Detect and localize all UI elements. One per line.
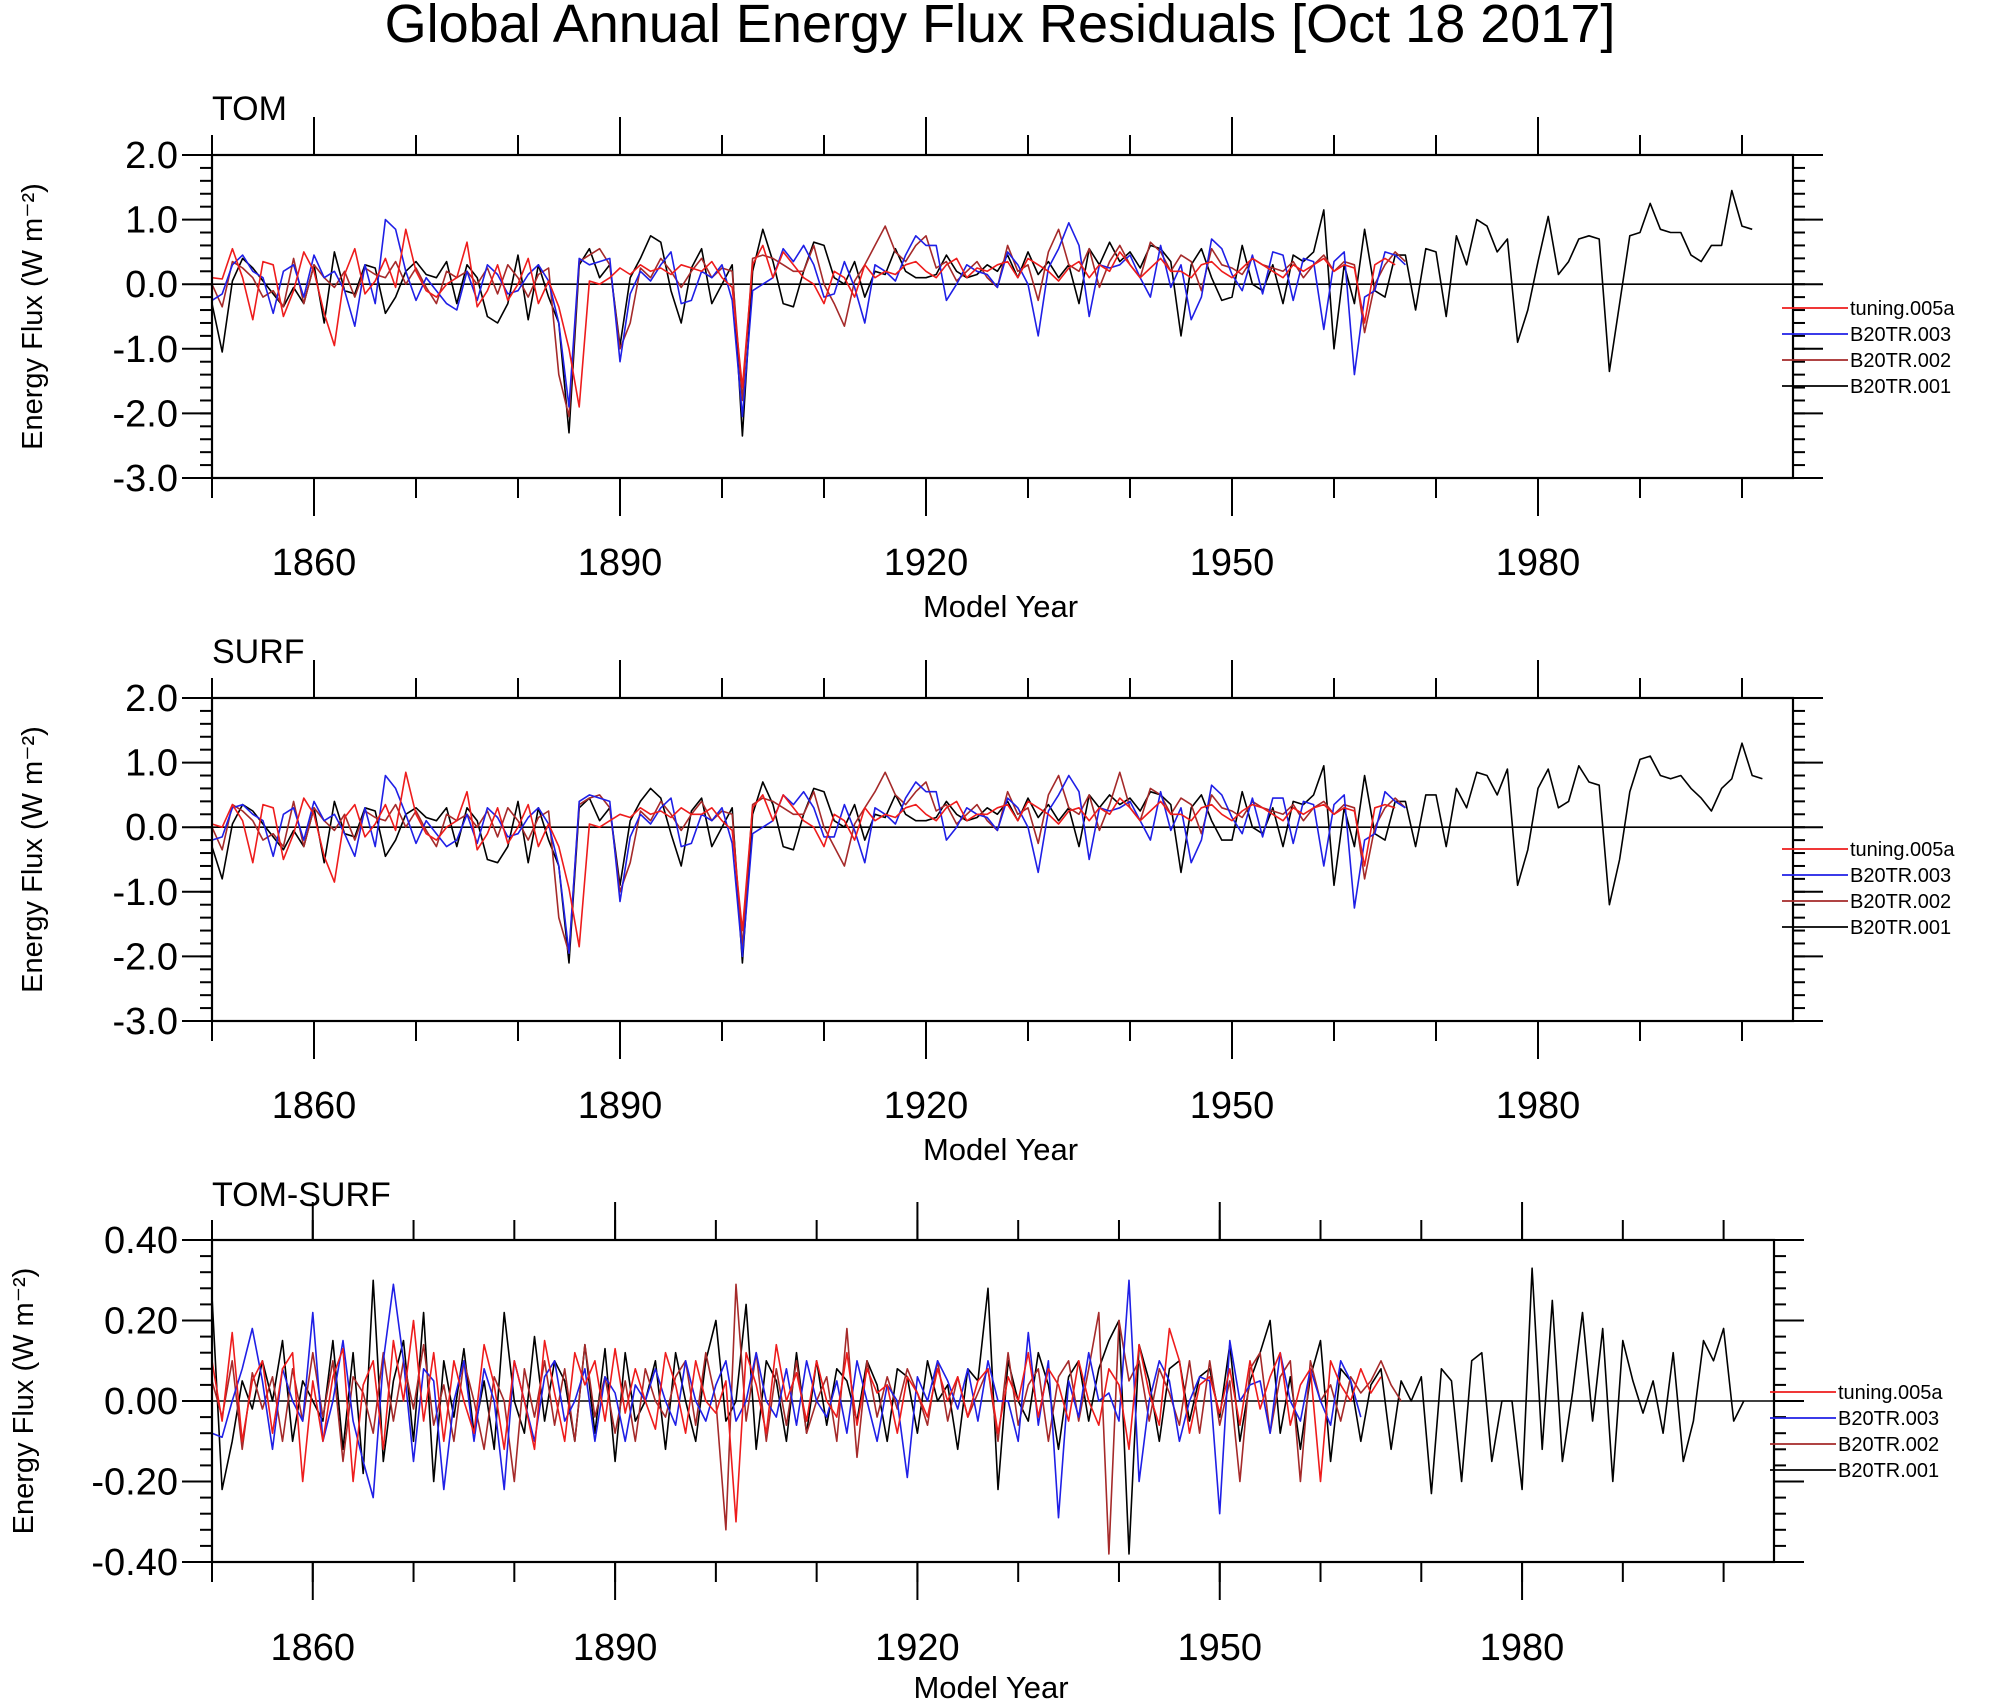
legend-label: tuning.005a [1838,1382,1943,1404]
x-tick-label: 1920 [884,1085,969,1127]
y-tick-label: -0.20 [91,1462,178,1504]
y-tick-label: 0.40 [104,1220,178,1262]
legend-label: B20TR.002 [1838,1434,1939,1456]
series-b20tr-003 [211,774,1406,958]
figure-title: Global Annual Energy Flux Residuals [Oct… [385,0,1616,54]
series-b20tr-003 [211,218,1406,418]
plot-frame [210,696,1795,1023]
x-tick-label: 1860 [272,542,357,584]
x-tick-label: 1920 [875,1627,960,1669]
panel-title: SURF [212,633,305,671]
x-tick-label: 1890 [578,542,663,584]
y-axis-label: Energy Flux (W m⁻²) [17,183,49,450]
legend-label: B20TR.001 [1850,376,1951,398]
series-b20tr-001 [211,742,1763,964]
y-tick-label: 0.0 [125,264,178,306]
x-tick-label: 1890 [578,1085,663,1127]
y-tick-label: 0.20 [104,1301,178,1343]
x-tick-label: 1950 [1190,542,1275,584]
y-tick-label: -1.0 [113,329,178,371]
panel-title: TOM-SURF [212,1176,391,1214]
x-axis-label: Model Year [923,1132,1078,1167]
x-axis-label: Model Year [913,1670,1068,1704]
y-tick-label: 1.0 [125,200,178,242]
x-tick-label: 1860 [271,1627,356,1669]
x-tick-label: 1860 [272,1085,357,1127]
y-tick-label: -2.0 [113,936,178,978]
panels: TOM 2.0 1.0 0.0 -1.0 -2.0 -3.0 1860 1890 1920 1950… [8,90,1955,1704]
series-b20tr-001 [211,189,1753,437]
series-tuning-005a [211,1319,1382,1523]
panel-title: TOM [212,90,287,128]
legend-label: B20TR.003 [1850,865,1951,887]
legend-label: B20TR.001 [1838,1460,1939,1482]
y-tick-label: -3.0 [113,1001,178,1043]
y-tick-label: -0.40 [91,1542,178,1584]
x-tick-label: 1920 [884,542,969,584]
legend-label: B20TR.002 [1850,350,1951,372]
x-tick-label: 1980 [1480,1627,1565,1669]
panel-tom: TOM 2.0 1.0 0.0 -1.0 -2.0 -3.0 1860 1890 1920 1950… [17,90,1955,624]
x-tick-label: 1950 [1190,1085,1275,1127]
y-axis-label: Energy Flux (W m⁻²) [8,1268,40,1535]
y-tick-label: -3.0 [113,458,178,500]
plot-frame [210,1238,1776,1564]
series-b20tr-003 [211,1279,1362,1519]
y-tick-label: 0.0 [125,807,178,849]
x-tick-label: 1890 [573,1627,658,1669]
legend-label: B20TR.003 [1838,1408,1939,1430]
series-tuning-005a [211,228,1396,408]
panel-surf: SURF 2.0 1.0 0.0 -1.0 -2.0 -3.0 1860 1890 1920 195… [17,633,1955,1167]
y-tick-label: 1.0 [125,743,178,785]
x-axis-label: Model Year [923,589,1078,624]
x-tick-label: 1980 [1496,1085,1581,1127]
x-tick-label: 1980 [1496,542,1581,584]
y-tick-label: 2.0 [125,135,178,177]
series-tuning-005a [211,771,1396,948]
x-tick-label: 1950 [1177,1627,1262,1669]
plot-frame [210,153,1795,480]
legend-label: tuning.005a [1850,298,1955,320]
y-tick-label: 0.00 [104,1381,178,1423]
y-axis-label: Energy Flux (W m⁻²) [17,726,49,993]
legend-label: B20TR.003 [1850,324,1951,346]
legend-label: B20TR.002 [1850,891,1951,913]
legend-label: tuning.005a [1850,839,1955,861]
panel-tom-surf: TOM-SURF 0.40 0.20 0.00 -0.20 -0.40 1860 1890 19… [8,1176,1943,1704]
y-tick-label: -1.0 [113,872,178,914]
y-tick-label: -2.0 [113,393,178,435]
y-tick-label: 2.0 [125,678,178,720]
legend-label: B20TR.001 [1850,917,1951,939]
series-b20tr-001 [211,1267,1745,1555]
series-b20tr-002 [211,1283,1402,1555]
